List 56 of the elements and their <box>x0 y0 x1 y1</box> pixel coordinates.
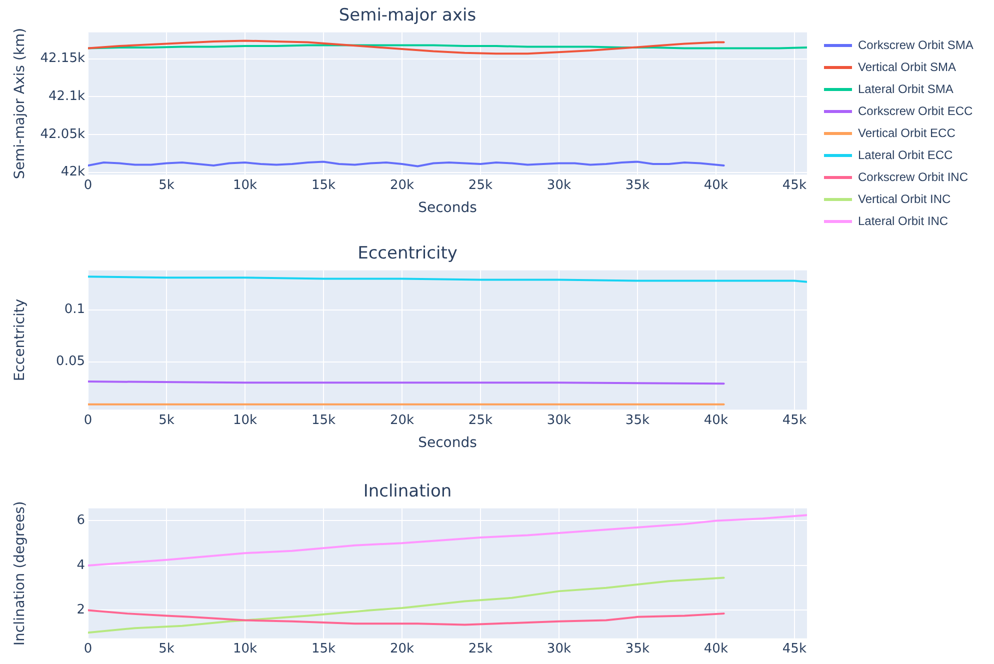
x-tick-label: 0 <box>84 412 92 428</box>
x-tick-label: 5k <box>158 178 175 193</box>
legend-label: Corkscrew Orbit SMA <box>858 38 974 52</box>
x-tick-label: 15k <box>311 178 336 193</box>
legend-label: Vertical Orbit ECC <box>858 126 956 140</box>
legend-label: Vertical Orbit INC <box>858 192 951 206</box>
y-tick-label: 42.15k <box>40 51 86 66</box>
x-tick-label: 45k <box>782 178 807 193</box>
legend-label: Lateral Orbit INC <box>858 214 948 228</box>
x-tick-label: 10k <box>232 178 258 193</box>
legend-label: Lateral Orbit ECC <box>858 148 953 162</box>
y-tick-label: 42k <box>60 164 86 180</box>
x-tick-label: 40k <box>704 642 728 657</box>
x-tick-label: 20k <box>390 642 414 657</box>
legend-label: Lateral Orbit SMA <box>858 82 954 96</box>
x-tick-label: 20k <box>390 178 414 193</box>
x-tick-label: 5k <box>158 412 175 428</box>
x-tick-label: 15k <box>311 412 336 428</box>
legend-label: Corkscrew Orbit ECC <box>858 104 973 118</box>
x-axis-title: Seconds <box>418 435 477 452</box>
x-tick-label: 0 <box>84 642 92 657</box>
x-tick-label: 30k <box>546 178 572 193</box>
x-tick-label: 45k <box>782 412 807 428</box>
x-axis-title: Seconds <box>418 200 477 216</box>
x-tick-label: 25k <box>468 642 493 657</box>
x-tick-label: 35k <box>625 642 650 657</box>
y-tick-label: 42.05k <box>40 126 86 142</box>
legend-label: Corkscrew Orbit INC <box>858 170 968 184</box>
y-tick-label: 0.05 <box>56 354 85 370</box>
x-tick-label: 25k <box>468 412 493 428</box>
x-tick-label: 40k <box>704 178 728 193</box>
x-tick-label: 30k <box>546 642 572 657</box>
x-tick-label: 35k <box>625 178 650 193</box>
x-tick-label: 10k <box>232 642 258 657</box>
y-tick-label: 2 <box>76 602 85 618</box>
x-tick-label: 45k <box>782 642 807 657</box>
y-tick-label: 6 <box>76 513 85 528</box>
x-tick-label: 40k <box>704 412 728 428</box>
legend-label: Vertical Orbit SMA <box>858 60 956 74</box>
x-tick-label: 15k <box>311 642 336 657</box>
x-tick-label: 10k <box>232 412 258 428</box>
y-axis-title: Semi-major Axis (km) <box>12 28 28 180</box>
x-tick-label: 0 <box>84 178 92 193</box>
y-tick-label: 0.1 <box>64 302 85 318</box>
x-tick-label: 35k <box>625 412 650 428</box>
y-axis-title: Eccentricity <box>12 298 28 382</box>
x-tick-label: 25k <box>468 178 493 193</box>
y-tick-label: 4 <box>76 558 85 573</box>
chart-title: Eccentricity <box>358 244 458 264</box>
x-tick-label: 20k <box>390 412 414 428</box>
x-tick-label: 30k <box>546 412 572 428</box>
chart-title: Inclination <box>363 482 452 502</box>
x-tick-label: 5k <box>158 642 175 657</box>
chart-title: Semi-major axis <box>338 6 476 26</box>
y-tick-label: 42.1k <box>48 89 86 104</box>
y-axis-title: Inclination (degrees) <box>12 501 28 646</box>
